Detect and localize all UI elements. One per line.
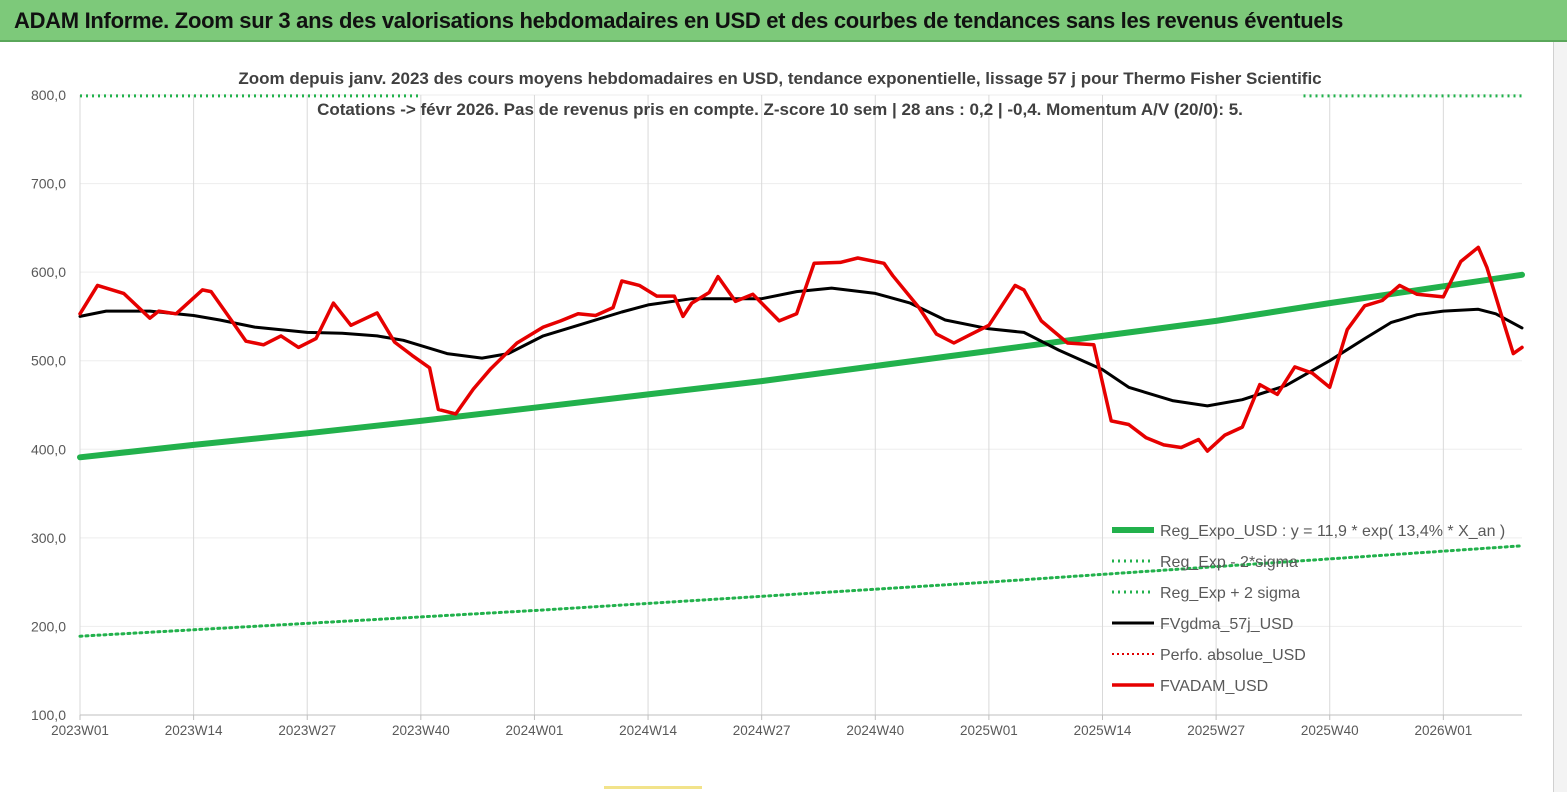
chart-title: Zoom depuis janv. 2023 des cours moyens … xyxy=(238,69,1321,88)
x-tick-label: 2026W01 xyxy=(1414,723,1472,738)
y-tick-label: 600,0 xyxy=(31,264,66,280)
legend-label: Reg_Exp + 2 sigma xyxy=(1160,585,1300,602)
y-tick-label: 700,0 xyxy=(31,176,66,192)
legend-label: Reg_Expo_USD : y = 11,9 * exp( 13,4% * X… xyxy=(1160,523,1505,540)
x-tick-label: 2023W01 xyxy=(51,723,109,738)
chart-titles: Zoom depuis janv. 2023 des cours moyens … xyxy=(238,69,1321,119)
window-right-edge xyxy=(1553,42,1567,792)
y-tick-label: 800,0 xyxy=(31,87,66,103)
x-tick-label: 2023W14 xyxy=(165,723,223,738)
x-tick-label: 2024W01 xyxy=(506,723,564,738)
y-axis: 100,0 200,0 300,0 400,0 500,0 600,0 700,0 800,0 xyxy=(31,87,66,723)
y-tick-label: 300,0 xyxy=(31,530,66,546)
legend-label: Perfo. absolue_USD xyxy=(1160,647,1306,664)
series-line-reg-expo-usd xyxy=(77,271,1525,461)
x-tick-label: 2025W40 xyxy=(1301,723,1359,738)
series-line-fvadam-usd xyxy=(78,245,1524,453)
chart-legend: Reg_Expo_USD : y = 11,9 * exp( 13,4% * X… xyxy=(1112,523,1505,695)
x-tick-label: 2024W14 xyxy=(619,723,677,738)
x-tick-label: 2023W27 xyxy=(278,723,336,738)
legend-label: Reg_Exp - 2*sigma xyxy=(1160,554,1298,571)
chart-series xyxy=(77,94,1525,638)
y-tick-label: 200,0 xyxy=(31,618,66,634)
x-tick-label: 2025W27 xyxy=(1187,723,1245,738)
x-axis: 2023W01 2023W14 2023W27 2023W40 2024W01 2024W… xyxy=(51,714,1522,738)
legend-label: FVgdma_57j_USD xyxy=(1160,616,1293,633)
chart-svg: 100,0 200,0 300,0 400,0 500,0 600,0 700,0 800,0… xyxy=(31,69,1525,738)
series-line-reg-exp xyxy=(78,544,1524,638)
x-tick-label: 2024W40 xyxy=(846,723,904,738)
y-tick-label: 400,0 xyxy=(31,441,66,457)
bottom-accent-bar xyxy=(604,786,702,789)
legend-label: FVADAM_USD xyxy=(1160,678,1268,695)
chart-subtitle: Cotations -> févr 2026. Pas de revenus p… xyxy=(317,100,1243,119)
x-tick-label: 2023W40 xyxy=(392,723,450,738)
x-tick-label: 2024W27 xyxy=(733,723,791,738)
chart-grid xyxy=(79,94,1522,716)
banner-title: ADAM Informe. Zoom sur 3 ans des valoris… xyxy=(14,8,1344,33)
x-tick-label: 2025W01 xyxy=(960,723,1018,738)
y-tick-label: 100,0 xyxy=(31,707,66,723)
y-tick-label: 500,0 xyxy=(31,353,66,369)
x-tick-label: 2025W14 xyxy=(1074,723,1132,738)
title-banner: ADAM Informe. Zoom sur 3 ans des valoris… xyxy=(0,0,1567,42)
